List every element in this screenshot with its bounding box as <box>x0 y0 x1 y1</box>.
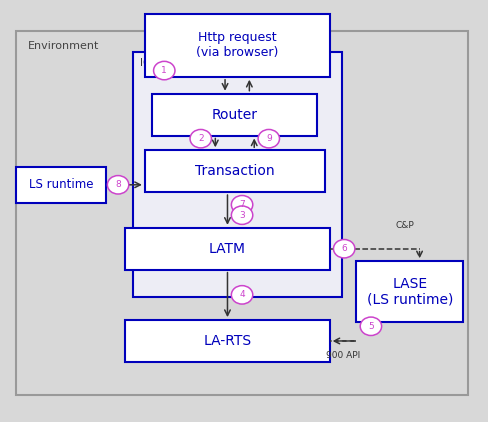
Text: LASE
(LS runtime): LASE (LS runtime) <box>366 276 452 307</box>
FancyBboxPatch shape <box>356 261 462 322</box>
Circle shape <box>231 206 252 225</box>
Text: Environment: Environment <box>28 41 99 51</box>
Text: 1: 1 <box>161 66 167 75</box>
Text: 5: 5 <box>367 322 373 331</box>
FancyBboxPatch shape <box>16 167 106 203</box>
Circle shape <box>231 286 252 304</box>
Text: 3: 3 <box>239 211 244 220</box>
FancyBboxPatch shape <box>16 31 467 395</box>
FancyBboxPatch shape <box>144 14 329 77</box>
FancyBboxPatch shape <box>152 94 317 135</box>
Text: Http request
(via browser): Http request (via browser) <box>196 31 278 60</box>
Text: 9: 9 <box>265 134 271 143</box>
Text: Transaction: Transaction <box>195 164 274 178</box>
Text: LATM: LATM <box>208 242 245 256</box>
Text: LA-RTS: LA-RTS <box>203 334 251 348</box>
Circle shape <box>333 240 354 258</box>
Text: IOS: IOS <box>140 58 158 68</box>
Circle shape <box>258 130 279 148</box>
Circle shape <box>153 61 175 80</box>
Text: 7: 7 <box>239 200 244 209</box>
Text: 6: 6 <box>341 244 346 253</box>
Circle shape <box>190 130 211 148</box>
FancyBboxPatch shape <box>125 320 329 362</box>
Text: 4: 4 <box>239 290 244 299</box>
Text: LS runtime: LS runtime <box>29 179 93 191</box>
Circle shape <box>107 176 128 194</box>
FancyBboxPatch shape <box>132 52 341 297</box>
FancyBboxPatch shape <box>125 228 329 270</box>
FancyBboxPatch shape <box>144 150 324 192</box>
Text: 900 API: 900 API <box>325 352 359 360</box>
Text: 2: 2 <box>198 134 203 143</box>
Circle shape <box>231 195 252 214</box>
Text: C&P: C&P <box>395 221 413 230</box>
Circle shape <box>360 317 381 335</box>
Text: Router: Router <box>211 108 257 122</box>
Text: 8: 8 <box>115 180 121 189</box>
